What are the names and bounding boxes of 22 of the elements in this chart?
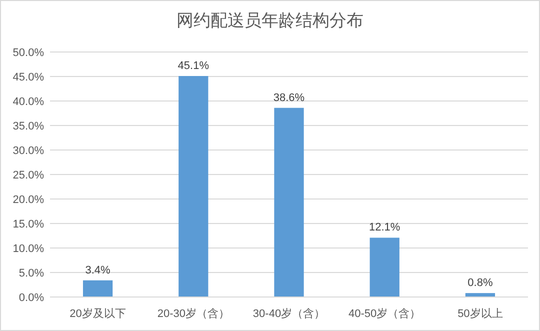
y-tick-label: 15.0% — [12, 218, 44, 230]
title: 网约配送员年龄结构分布 — [176, 11, 364, 30]
y-tick-label: 40.0% — [12, 96, 44, 108]
y-tick-label: 10.0% — [12, 243, 44, 255]
x-tick-label: 20岁及以下 — [70, 307, 126, 320]
y-tick-label: 0.0% — [18, 292, 44, 304]
y-tick-label: 30.0% — [12, 145, 44, 157]
y-tick-label: 25.0% — [12, 170, 44, 182]
data-label: 3.4% — [85, 264, 111, 276]
x-tick-label: 30-40岁（含） — [252, 307, 326, 320]
y-tick-label: 35.0% — [12, 120, 44, 132]
x-tick-label: 40-50岁（含） — [348, 307, 421, 320]
x-tick-label: 20-30岁（含） — [157, 307, 230, 320]
data-label: 45.1% — [178, 60, 210, 72]
data-label: 12.1% — [369, 222, 400, 234]
data-label: 38.6% — [273, 92, 305, 104]
y-tick-label: 50.0% — [12, 47, 44, 59]
y-tick-label: 5.0% — [18, 268, 44, 280]
y-tick-label: 20.0% — [12, 194, 44, 206]
x-tick-label: 50岁以上 — [458, 307, 503, 320]
data-label: 0.8% — [468, 277, 493, 290]
y-tick-label: 45.0% — [12, 72, 44, 84]
